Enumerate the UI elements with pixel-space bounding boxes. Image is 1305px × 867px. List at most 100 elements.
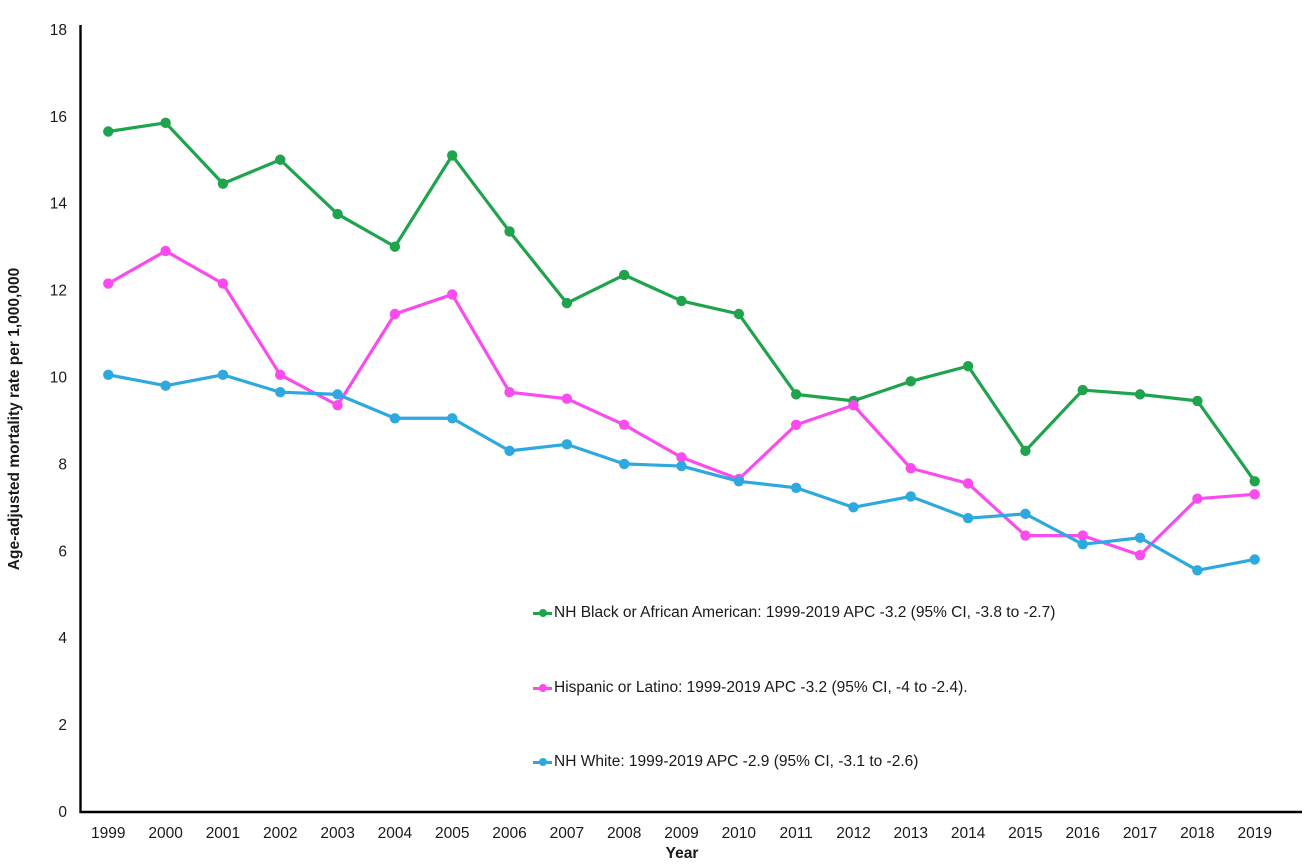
data-point-nh-black-or-african-american-2007 [561,297,573,309]
data-point-nh-black-or-african-american-2005 [447,150,458,161]
x-tick-label-2010: 2010 [722,825,757,842]
data-point-nh-white-2002 [275,387,286,398]
data-point-hispanic-or-latino-2008 [618,419,630,430]
y-tick-label-14: 14 [50,196,68,213]
data-point-nh-white-2015 [1020,508,1031,520]
data-point-hispanic-or-latino-2009 [676,452,687,463]
series-nh-black-or-african-american [103,117,1260,487]
legend-item-nh-black-or-african-american: NH Black or African American: 1999-2019 … [533,604,1055,622]
data-point-nh-white-2014 [962,513,974,524]
data-point-hispanic-or-latino-2017 [1134,549,1146,561]
data-point-nh-black-or-african-american-2004 [389,241,401,252]
data-point-nh-white-2011 [790,482,802,493]
data-point-nh-black-or-african-american-2016 [1077,384,1088,396]
data-point-nh-black-or-african-american-2010 [733,308,745,320]
data-point-hispanic-or-latino-2005 [447,289,458,300]
x-tick-label-2016: 2016 [1065,825,1099,842]
data-point-nh-black-or-african-american-2018 [1192,395,1203,407]
y-tick-label-8: 8 [58,456,67,473]
data-point-hispanic-or-latino-2007 [561,393,573,404]
data-point-nh-black-or-african-american-2009 [676,295,687,307]
data-point-hispanic-or-latino-2018 [1192,493,1203,504]
data-point-nh-white-2016 [1077,539,1088,550]
x-tick-label-2012: 2012 [836,825,870,842]
y-axis-title: Age-adjusted mortality rate per 1,000,00… [6,267,23,571]
legend-item-hispanic-or-latino: Hispanic or Latino: 1999-2019 APC -3.2 (… [533,679,968,697]
x-tick-label-2002: 2002 [263,825,297,842]
x-tick-label-2000: 2000 [148,825,183,842]
data-point-hispanic-or-latino-2019 [1249,489,1260,500]
data-point-hispanic-or-latino-2016 [1077,530,1088,541]
data-point-nh-white-2000 [160,380,171,391]
data-point-nh-black-or-african-american-2002 [275,154,286,165]
y-tick-label-2: 2 [58,717,67,734]
data-point-nh-white-2006 [504,445,515,457]
data-point-nh-white-2008 [618,458,630,470]
y-tick-label-6: 6 [58,543,67,560]
data-point-nh-white-2009 [676,460,687,472]
legend-label: NH Black or African American: 1999-2019 … [554,604,1056,621]
line-marker-icon [533,605,552,621]
data-point-hispanic-or-latino-2000 [160,245,171,257]
x-tick-label-2007: 2007 [550,825,584,842]
data-point-nh-white-2004 [389,413,401,424]
y-tick-label-12: 12 [50,283,67,300]
data-point-nh-white-2007 [561,439,573,450]
x-tick-label-2018: 2018 [1180,825,1214,842]
x-tick-label-2006: 2006 [492,825,526,842]
legend-item-nh-white: NH White: 1999-2019 APC -2.9 (95% CI, -3… [533,753,918,771]
x-tick-label-1999: 1999 [91,825,125,842]
x-tick-label-2009: 2009 [664,825,698,842]
data-point-nh-black-or-african-american-2017 [1134,389,1146,400]
data-point-hispanic-or-latino-2013 [905,463,916,474]
data-point-hispanic-or-latino-2004 [389,308,401,320]
series-hispanic-or-latino [103,245,1260,561]
y-tick-label-16: 16 [50,109,67,126]
line-marker-icon [533,680,552,696]
data-point-nh-white-1999 [103,369,114,381]
y-tick-label-18: 18 [50,22,67,39]
data-point-nh-black-or-african-american-2001 [217,178,229,189]
series-nh-white [103,369,1260,576]
x-tick-label-2015: 2015 [1008,825,1042,842]
data-point-hispanic-or-latino-2011 [790,419,802,430]
data-point-hispanic-or-latino-2015 [1020,530,1031,541]
data-point-nh-white-2001 [217,369,229,381]
data-point-nh-black-or-african-american-2015 [1020,445,1031,457]
x-tick-label-2017: 2017 [1123,825,1157,842]
data-point-hispanic-or-latino-2001 [217,278,229,289]
x-tick-label-2013: 2013 [894,825,928,842]
data-point-hispanic-or-latino-1999 [103,278,114,289]
x-tick-label-2019: 2019 [1237,825,1271,842]
data-point-hispanic-or-latino-2014 [962,478,974,489]
data-point-hispanic-or-latino-2012 [848,400,859,411]
data-point-nh-black-or-african-american-1999 [103,126,114,137]
data-point-hispanic-or-latino-2002 [275,369,286,381]
x-tick-label-2008: 2008 [607,825,641,842]
data-point-nh-black-or-african-american-2019 [1249,476,1260,487]
data-point-nh-white-2010 [733,476,745,487]
data-point-nh-black-or-african-american-2008 [618,269,630,281]
data-point-nh-white-2018 [1192,565,1203,576]
y-tick-label-0: 0 [58,804,67,821]
legend-label: Hispanic or Latino: 1999-2019 APC -3.2 (… [554,679,968,696]
x-axis-title: Year [665,845,699,862]
data-point-nh-white-2019 [1249,554,1260,565]
y-tick-label-10: 10 [50,370,68,387]
x-axis-tick-labels: 1999 2000 2001 2002 2003 2004 2005 2006 2007 2008… [91,825,1272,842]
data-point-nh-white-2013 [905,491,916,502]
series-layer [103,117,1260,576]
x-tick-label-2001: 2001 [206,825,240,842]
x-tick-label-2011: 2011 [779,825,812,842]
y-axis-tick-labels: 0 2 4 6 8 10 12 14 16 18 [50,22,68,821]
data-point-nh-black-or-african-american-2000 [160,117,171,129]
legend-label: NH White: 1999-2019 APC -2.9 (95% CI, -3… [554,753,919,770]
x-tick-label-2014: 2014 [951,825,986,842]
line-marker-icon [533,754,552,770]
x-tick-label-2004: 2004 [378,825,413,842]
data-point-nh-white-2017 [1134,532,1146,543]
data-point-nh-black-or-african-american-2013 [905,376,916,387]
data-point-nh-black-or-african-american-2006 [504,226,515,237]
